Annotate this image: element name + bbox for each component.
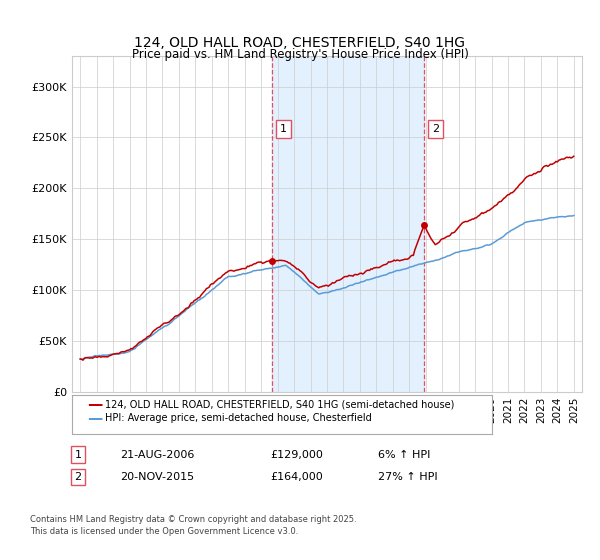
Text: 1: 1 xyxy=(280,124,287,134)
Text: —: — xyxy=(87,411,103,426)
Text: 2: 2 xyxy=(74,472,82,482)
Text: 2: 2 xyxy=(432,124,439,134)
Text: Price paid vs. HM Land Registry's House Price Index (HPI): Price paid vs. HM Land Registry's House … xyxy=(131,48,469,60)
Text: 21-AUG-2006: 21-AUG-2006 xyxy=(120,450,194,460)
Text: £129,000: £129,000 xyxy=(270,450,323,460)
Text: £164,000: £164,000 xyxy=(270,472,323,482)
Text: 27% ↑ HPI: 27% ↑ HPI xyxy=(378,472,437,482)
Text: 124, OLD HALL ROAD, CHESTERFIELD, S40 1HG: 124, OLD HALL ROAD, CHESTERFIELD, S40 1H… xyxy=(134,36,466,50)
Text: 6% ↑ HPI: 6% ↑ HPI xyxy=(378,450,430,460)
Bar xyxy=(272,56,424,392)
Text: 1: 1 xyxy=(74,450,82,460)
Text: —: — xyxy=(87,398,103,412)
Text: HPI: Average price, semi-detached house, Chesterfield: HPI: Average price, semi-detached house,… xyxy=(105,413,372,423)
Text: 20-NOV-2015: 20-NOV-2015 xyxy=(120,472,194,482)
Text: Contains HM Land Registry data © Crown copyright and database right 2025.
This d: Contains HM Land Registry data © Crown c… xyxy=(30,515,356,536)
Text: 124, OLD HALL ROAD, CHESTERFIELD, S40 1HG (semi-detached house): 124, OLD HALL ROAD, CHESTERFIELD, S40 1H… xyxy=(105,400,454,410)
